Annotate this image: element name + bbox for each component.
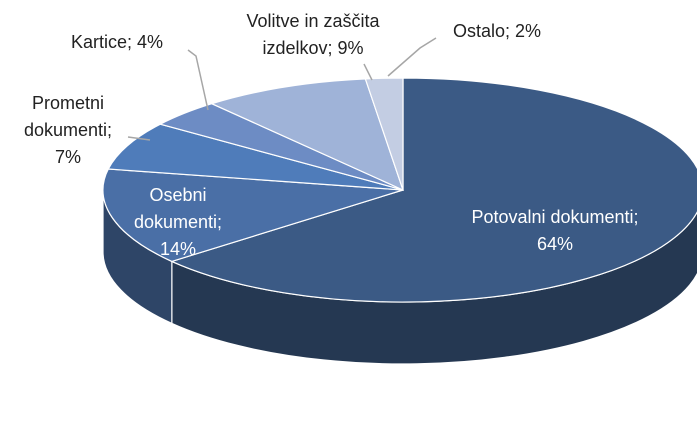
data-label: 64% (537, 234, 573, 254)
data-label: 14% (160, 239, 196, 259)
slice (107, 123, 404, 191)
data-label: Ostalo; 2% (453, 21, 541, 41)
data-label: Prometni (32, 93, 104, 113)
slice (102, 168, 404, 263)
data-label: Potovalni dokumenti; (471, 207, 638, 227)
slice (210, 78, 405, 192)
data-label: Volitve in zaščita (246, 11, 380, 31)
leader-line (387, 37, 437, 77)
data-label: dokumenti; (134, 212, 222, 232)
leader-line (363, 63, 373, 81)
data-label: 7% (55, 147, 81, 167)
data-label: dokumenti; (24, 120, 112, 140)
leader-line (127, 136, 151, 141)
leader-lines (127, 37, 437, 141)
data-label: izdelkov; 9% (262, 38, 363, 58)
data-label: Osebni (149, 185, 206, 205)
leader-line (187, 49, 209, 111)
slice (170, 77, 697, 303)
pie (102, 77, 697, 365)
slice (364, 77, 404, 191)
data-label: Kartice; 4% (71, 32, 163, 52)
